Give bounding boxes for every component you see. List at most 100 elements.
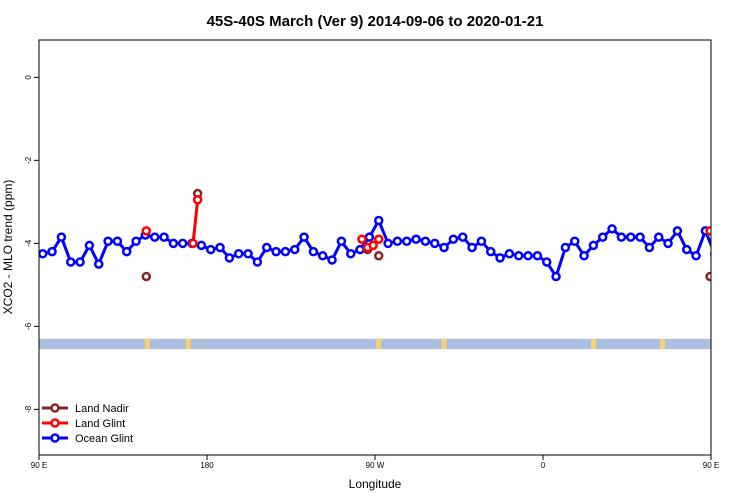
ocean-glint-point xyxy=(196,240,207,251)
legend-swatch-marker xyxy=(50,433,60,443)
ocean-glint-point xyxy=(523,251,533,261)
ocean-glint-point xyxy=(392,236,403,247)
y-axis-label: XCO2 - MLO trend (ppm) xyxy=(1,180,15,315)
ocean-glint-point xyxy=(691,251,701,261)
land-strip-mark xyxy=(441,338,447,350)
ocean-glint-point xyxy=(663,238,673,249)
ocean-glint-point xyxy=(177,238,188,249)
ocean-glint-point xyxy=(730,234,737,241)
ocean-glint-point xyxy=(345,248,356,259)
ocean-glint-point xyxy=(355,244,365,255)
ocean-glint-point xyxy=(616,232,627,242)
ocean-glint-point xyxy=(420,236,431,247)
ocean-glint-point xyxy=(168,238,179,249)
land-strip-mark xyxy=(144,338,150,350)
land-strip-mark xyxy=(376,338,382,350)
ocean-glint-point xyxy=(317,251,328,261)
ocean-glint-point xyxy=(131,236,141,247)
ocean-glint-point xyxy=(467,242,477,253)
ocean-glint-point xyxy=(121,246,132,257)
ocean-strip xyxy=(39,338,711,350)
ocean-glint-point xyxy=(364,232,375,242)
legend-entry: Land Glint xyxy=(75,418,125,430)
land-glint-point xyxy=(368,240,378,251)
ocean-glint-point xyxy=(383,238,393,249)
land-glint-line xyxy=(191,199,200,244)
land-nadir-point xyxy=(373,251,384,261)
ocean-glint-point xyxy=(327,255,337,265)
ocean-glint-point xyxy=(39,248,48,259)
y-tick-label: -2 xyxy=(24,156,33,164)
land-glint-point xyxy=(357,234,367,244)
land-glint-point xyxy=(373,234,384,244)
ocean-glint-point xyxy=(411,234,421,244)
ocean-glint-point xyxy=(233,248,244,259)
y-tick-label: 0 xyxy=(24,75,33,80)
ocean-glint-point xyxy=(401,236,412,247)
land-strip-mark xyxy=(185,338,191,350)
land-glint-point xyxy=(192,195,203,205)
ocean-glint-point xyxy=(93,259,104,269)
y-tick-label: -8 xyxy=(24,405,33,413)
ocean-glint-point xyxy=(289,244,300,255)
land-nadir-point xyxy=(705,271,711,282)
ocean-glint-point xyxy=(597,232,608,242)
ocean-glint-point xyxy=(439,242,449,253)
ocean-glint-point xyxy=(149,232,160,242)
plot-area xyxy=(39,188,746,350)
land-strip-mark xyxy=(659,338,665,350)
ocean-glint-point xyxy=(709,250,711,257)
ocean-glint-point xyxy=(103,236,113,247)
legend-entry: Land Nadir xyxy=(75,403,129,415)
ocean-glint-point xyxy=(588,240,599,251)
ocean-glint-point xyxy=(271,246,281,257)
legend: Land Nadir Land Glint Ocean Glint xyxy=(42,403,133,445)
ocean-glint-point xyxy=(457,232,468,242)
ocean-glint-point xyxy=(476,236,487,247)
ocean-glint-point xyxy=(47,246,57,257)
ocean-glint-point xyxy=(243,248,253,259)
ocean-glint-point xyxy=(681,244,692,255)
ocean-glint-point xyxy=(280,246,291,257)
y-tick-label: -4 xyxy=(24,239,33,247)
y-tick-label: -6 xyxy=(24,322,33,330)
ocean-glint-point xyxy=(635,232,645,242)
ocean-glint-point xyxy=(504,248,515,259)
ocean-glint-point xyxy=(84,240,95,251)
ocean-glint-point xyxy=(215,242,225,253)
ocean-glint-point xyxy=(607,224,617,234)
ocean-glint-point xyxy=(429,238,440,249)
ocean-glint-point xyxy=(739,259,746,266)
ocean-glint-point xyxy=(625,232,636,242)
ocean-glint-point xyxy=(551,271,561,282)
x-axis: 90 E 180 90 W 0 90 E xyxy=(31,455,719,470)
ocean-glint-point xyxy=(653,232,664,242)
ocean-glint-point xyxy=(75,257,85,267)
ocean-glint-point xyxy=(373,215,384,226)
y-axis: 0 -2 -4 -6 -8 xyxy=(24,75,39,413)
land-nadir-point xyxy=(141,271,152,282)
ocean-glint-point xyxy=(532,251,543,261)
x-tick-label: 90 E xyxy=(703,461,719,470)
ocean-glint-point xyxy=(224,253,235,263)
ocean-glint-point xyxy=(485,246,496,257)
ocean-glint-point xyxy=(721,248,728,255)
ocean-glint-point xyxy=(672,226,683,236)
ocean-glint-point xyxy=(159,232,169,242)
ocean-glint-point xyxy=(495,253,505,263)
x-tick-label: 0 xyxy=(541,461,546,470)
land-glint-point xyxy=(705,226,711,236)
x-tick-label: 90 E xyxy=(31,461,47,470)
ocean-glint-point xyxy=(560,242,571,253)
ocean-glint-point xyxy=(336,236,347,247)
ocean-glint-point xyxy=(112,236,123,247)
ocean-glint-point xyxy=(579,251,589,261)
legend-swatch-marker xyxy=(50,403,60,413)
ocean-glint-point xyxy=(569,236,580,247)
ocean-glint-point xyxy=(308,246,319,257)
ocean-glint-point xyxy=(65,257,76,267)
ocean-glint-point xyxy=(448,234,459,244)
ocean-glint-point xyxy=(299,232,309,242)
land-strip-mark xyxy=(590,338,596,350)
